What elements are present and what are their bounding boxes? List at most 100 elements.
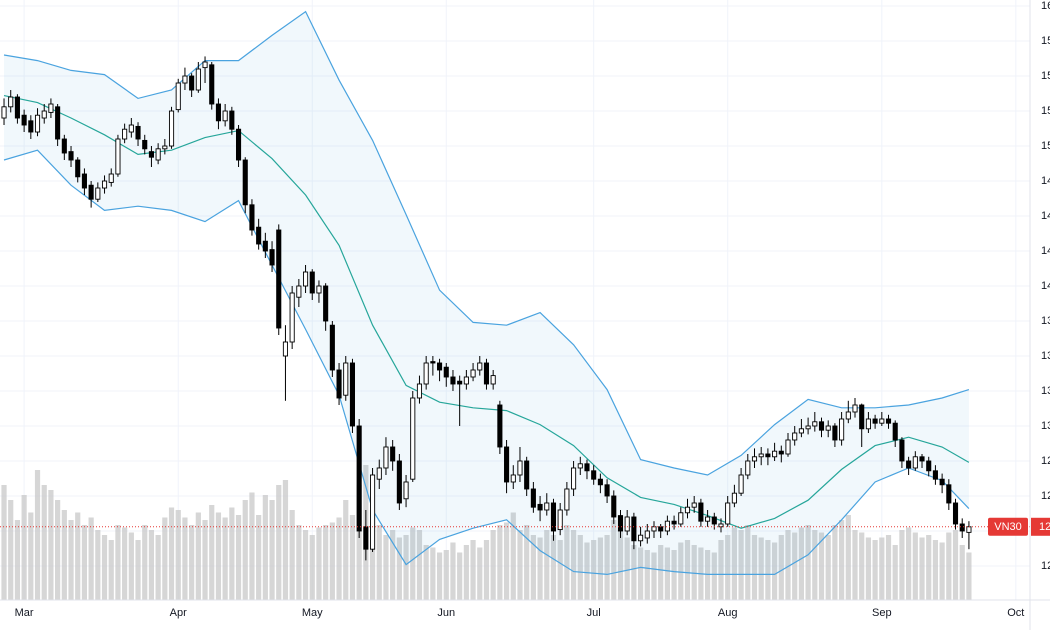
volume-bar [195, 512, 201, 600]
candle-body [396, 460, 402, 504]
volume-bar [597, 537, 603, 600]
volume-bar [570, 530, 577, 600]
volume-bar [678, 542, 684, 600]
volume-bar [671, 550, 677, 600]
volume-bar [376, 525, 382, 600]
candle-body [892, 422, 898, 441]
volume-bar [624, 537, 630, 600]
volume-bar [457, 552, 463, 600]
volume-layer [1, 465, 972, 600]
volume-bar [483, 540, 490, 600]
candle-body [242, 159, 248, 206]
candle-body [946, 484, 952, 504]
candle-body [101, 180, 108, 189]
volume-bar [416, 530, 423, 600]
volume-bar [256, 515, 262, 600]
candle-body [189, 75, 195, 91]
candle-body [81, 173, 87, 189]
candle-body [497, 404, 503, 448]
candle-body [912, 456, 918, 469]
volume-bar [349, 515, 356, 600]
candle-body [41, 110, 47, 119]
candle-body [872, 418, 878, 424]
x-tick-label: Aug [718, 607, 738, 619]
volume-bar [470, 540, 476, 600]
volume-bar [423, 545, 429, 600]
volume-bar [611, 520, 617, 600]
volume-bar [262, 495, 268, 600]
candle-body [751, 456, 758, 462]
volume-bar [215, 512, 222, 600]
candle-body [477, 362, 483, 371]
volume-bar [765, 540, 771, 600]
volume-bar [751, 535, 758, 600]
candle-body [356, 425, 362, 532]
volume-bar [175, 510, 181, 600]
volume-bar [88, 517, 94, 600]
candle-body [209, 64, 215, 105]
candle-body [845, 411, 851, 420]
volume-bar [604, 535, 610, 600]
volume-bar [289, 510, 295, 600]
volume-bar [805, 525, 811, 600]
candle-body [711, 516, 717, 525]
band-middle [3, 95, 970, 529]
candle-body [906, 460, 912, 469]
volume-bar [477, 547, 483, 600]
volume-bar [336, 517, 342, 600]
candle-body [276, 229, 282, 329]
candle-body [644, 530, 650, 539]
volume-bar [249, 492, 255, 600]
volume-bar [859, 532, 865, 600]
candle-body [725, 502, 731, 525]
volume-bar [122, 527, 128, 600]
y-tick-label: 1575 [1041, 35, 1050, 47]
volume-bar [772, 542, 778, 600]
volume-bar [892, 545, 898, 600]
candle-body [450, 376, 456, 385]
volume-bar [276, 485, 282, 600]
candle-body [303, 271, 309, 287]
volume-bar [718, 540, 724, 600]
candle-body [390, 446, 396, 462]
candle-body [463, 376, 469, 385]
volume-bar [68, 520, 74, 600]
volume-bar [209, 505, 215, 600]
volume-bar [725, 535, 731, 600]
candle-body [812, 421, 818, 427]
volume-bar [839, 520, 845, 600]
candle-body [651, 526, 657, 532]
candle-body [316, 285, 322, 294]
candle-body [530, 488, 536, 508]
volume-bar [530, 535, 536, 600]
candle-body [785, 439, 791, 455]
candle-body [939, 478, 945, 486]
volume-bar [510, 512, 516, 600]
candle-body [818, 421, 825, 431]
y-tick-label: 1425 [1041, 245, 1050, 257]
volume-bar [443, 550, 449, 600]
volume-bar [906, 527, 912, 600]
y-tick-label: 1275 [1041, 455, 1050, 467]
candle-body [182, 75, 188, 84]
price-badge [1031, 517, 1050, 536]
volume-bar [383, 535, 389, 600]
volume-bar [591, 540, 597, 600]
volume-bar [711, 552, 717, 600]
volume-bar [101, 535, 108, 600]
volume-bar [222, 517, 228, 600]
candle-body [21, 114, 27, 126]
candle-body [778, 450, 784, 455]
candle-body [370, 474, 376, 550]
y-tick-label: 1475 [1041, 175, 1050, 187]
x-tick-label: May [302, 607, 323, 619]
y-tick-label: 1250 [1041, 490, 1050, 502]
candle-body [175, 82, 181, 111]
candle-body [95, 187, 101, 200]
volume-bar [450, 542, 456, 600]
candle-body [664, 520, 670, 532]
candle-body [122, 128, 128, 140]
y-tick-label: 1200 [1041, 560, 1050, 572]
candle-body [309, 271, 315, 294]
bands-layer [3, 10, 970, 576]
